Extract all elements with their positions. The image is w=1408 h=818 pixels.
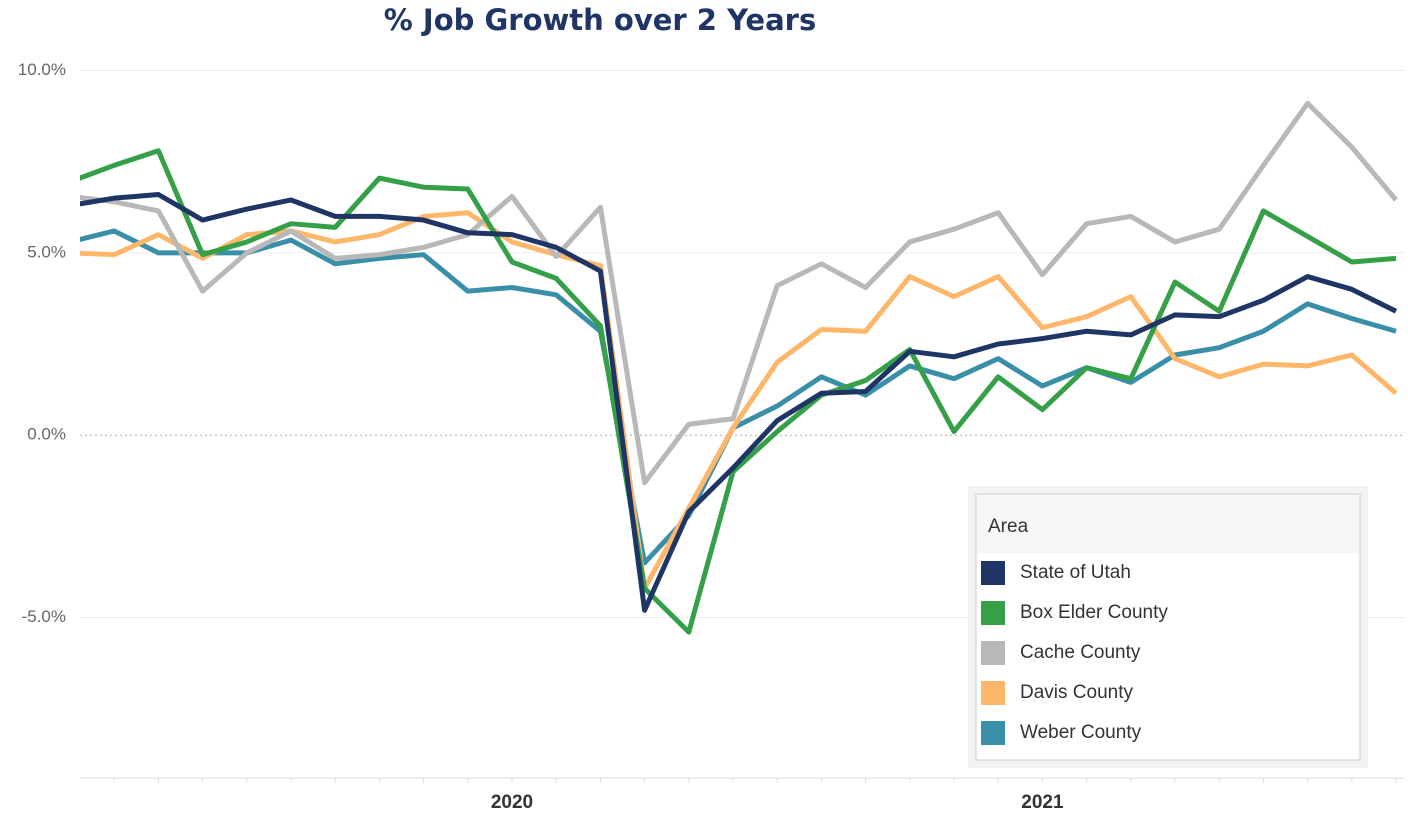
legend-header [977,495,1359,553]
legend-label: Weber County [1020,722,1142,743]
series-line [80,100,1398,486]
legend-swatch [981,641,1005,665]
legend-swatch [981,601,1005,625]
x-tick-label: 2021 [1021,792,1064,813]
legend-label: State of Utah [1020,562,1131,583]
legend-label: Cache County [1020,642,1141,663]
y-tick-label: -5.0% [22,607,66,626]
legend-swatch [981,721,1005,745]
y-tick-label: 10.0% [18,60,66,79]
legend-label: Davis County [1020,682,1133,703]
legend: Area State of Utah Box Elder County Cache C… [968,486,1368,768]
series-line [80,148,1397,635]
lines [80,100,1398,635]
legend-swatch [981,681,1005,705]
chart-title: % Job Growth over 2 Years [384,3,816,37]
legend-swatch [981,561,1005,585]
legend-label: Box Elder County [1020,602,1168,623]
y-tick-label: 5.0% [27,242,66,261]
series-line [80,192,1398,613]
legend-title: Area [988,516,1029,537]
grid: -5.0% 0.0% 5.0% 10.0% 2020 2021 [18,60,1405,813]
y-tick-label: 0.0% [27,425,66,444]
x-tick-label: 2020 [491,792,533,813]
